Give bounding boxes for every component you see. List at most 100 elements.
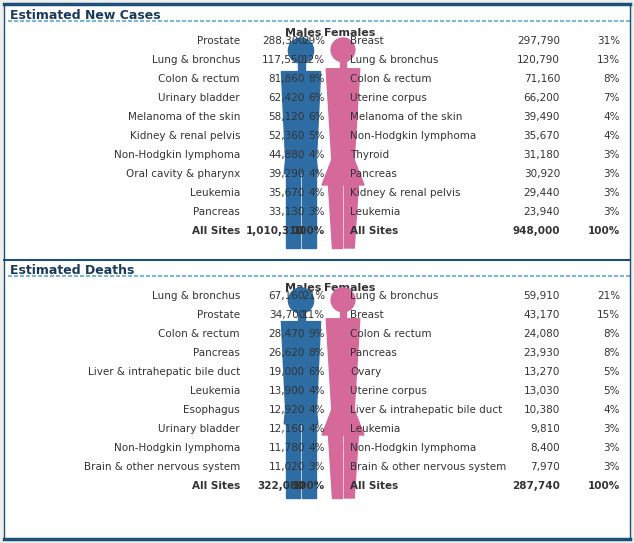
Text: 66,200: 66,200 bbox=[524, 93, 560, 103]
Text: Melanoma of the skin: Melanoma of the skin bbox=[127, 112, 240, 122]
Text: Lung & bronchus: Lung & bronchus bbox=[152, 291, 240, 301]
Text: 31,180: 31,180 bbox=[524, 150, 560, 160]
Text: Prostate: Prostate bbox=[197, 310, 240, 320]
Polygon shape bbox=[328, 185, 342, 248]
Text: 8%: 8% bbox=[604, 348, 620, 358]
Text: 100%: 100% bbox=[293, 226, 325, 236]
Text: 58,120: 58,120 bbox=[269, 112, 305, 122]
Text: Estimated New Cases: Estimated New Cases bbox=[10, 9, 160, 22]
Text: 3%: 3% bbox=[604, 207, 620, 217]
Text: 31%: 31% bbox=[597, 36, 620, 46]
Text: 11,020: 11,020 bbox=[269, 462, 305, 472]
Text: Lung & bronchus: Lung & bronchus bbox=[152, 55, 240, 65]
Text: 4%: 4% bbox=[309, 169, 325, 179]
Text: 5%: 5% bbox=[604, 386, 620, 396]
Text: 8%: 8% bbox=[309, 348, 325, 358]
Polygon shape bbox=[284, 410, 318, 424]
Text: 6%: 6% bbox=[309, 93, 325, 103]
Bar bbox=[302, 174, 316, 248]
Bar bbox=[285, 174, 300, 248]
Text: 4%: 4% bbox=[309, 443, 325, 453]
Text: 120,790: 120,790 bbox=[517, 55, 560, 65]
Text: 9%: 9% bbox=[309, 329, 325, 339]
Polygon shape bbox=[281, 72, 321, 160]
Text: 3%: 3% bbox=[604, 462, 620, 472]
Text: 59,910: 59,910 bbox=[524, 291, 560, 301]
Text: 4%: 4% bbox=[309, 386, 325, 396]
Text: 1,010,310: 1,010,310 bbox=[246, 226, 305, 236]
Text: 39,490: 39,490 bbox=[524, 112, 560, 122]
Text: Liver & intrahepatic bile duct: Liver & intrahepatic bile duct bbox=[87, 367, 240, 377]
Text: Thyroid: Thyroid bbox=[350, 150, 389, 160]
Text: 117,550: 117,550 bbox=[262, 55, 305, 65]
Text: Females: Females bbox=[325, 28, 376, 38]
Text: Kidney & renal pelvis: Kidney & renal pelvis bbox=[350, 188, 460, 198]
Bar bbox=[285, 424, 300, 498]
Text: Brain & other nervous system: Brain & other nervous system bbox=[84, 462, 240, 472]
Text: 297,790: 297,790 bbox=[517, 36, 560, 46]
Polygon shape bbox=[327, 319, 360, 410]
Text: 67,160: 67,160 bbox=[269, 291, 305, 301]
Text: Pancreas: Pancreas bbox=[350, 348, 397, 358]
Bar bbox=[297, 63, 304, 72]
Text: 29%: 29% bbox=[302, 36, 325, 46]
Text: 34,700: 34,700 bbox=[269, 310, 305, 320]
Text: Colon & rectum: Colon & rectum bbox=[158, 329, 240, 339]
Text: 3%: 3% bbox=[604, 443, 620, 453]
Text: 19,000: 19,000 bbox=[269, 367, 305, 377]
Text: 8%: 8% bbox=[604, 74, 620, 84]
Polygon shape bbox=[322, 410, 364, 435]
Text: 7%: 7% bbox=[604, 93, 620, 103]
Text: All Sites: All Sites bbox=[191, 226, 240, 236]
Text: Non-Hodgkin lymphoma: Non-Hodgkin lymphoma bbox=[113, 150, 240, 160]
Text: 3%: 3% bbox=[309, 462, 325, 472]
Text: 100%: 100% bbox=[588, 226, 620, 236]
Text: All Sites: All Sites bbox=[191, 481, 240, 491]
Polygon shape bbox=[281, 321, 321, 410]
Text: 28,470: 28,470 bbox=[269, 329, 305, 339]
Text: Breast: Breast bbox=[350, 310, 384, 320]
Text: Colon & rectum: Colon & rectum bbox=[158, 74, 240, 84]
Text: Lung & bronchus: Lung & bronchus bbox=[350, 291, 438, 301]
Text: 13,030: 13,030 bbox=[524, 386, 560, 396]
Text: Uterine corpus: Uterine corpus bbox=[350, 93, 427, 103]
Text: 322,080: 322,080 bbox=[257, 481, 305, 491]
Text: All Sites: All Sites bbox=[350, 226, 398, 236]
Text: 3%: 3% bbox=[309, 207, 325, 217]
Text: 6%: 6% bbox=[309, 367, 325, 377]
Text: 44,880: 44,880 bbox=[269, 150, 305, 160]
Polygon shape bbox=[284, 160, 318, 174]
Text: 23,930: 23,930 bbox=[524, 348, 560, 358]
Text: Kidney & renal pelvis: Kidney & renal pelvis bbox=[129, 131, 240, 141]
Text: Males: Males bbox=[285, 28, 321, 38]
Text: 12,920: 12,920 bbox=[269, 405, 305, 415]
Text: 7,970: 7,970 bbox=[530, 462, 560, 472]
Text: 43,170: 43,170 bbox=[524, 310, 560, 320]
Text: Brain & other nervous system: Brain & other nervous system bbox=[350, 462, 507, 472]
Text: Females: Females bbox=[325, 283, 376, 293]
Text: Urinary bladder: Urinary bladder bbox=[158, 424, 240, 434]
Text: Estimated Deaths: Estimated Deaths bbox=[10, 264, 134, 277]
Text: Lung & bronchus: Lung & bronchus bbox=[350, 55, 438, 65]
Bar bbox=[302, 424, 316, 498]
Text: 13,270: 13,270 bbox=[524, 367, 560, 377]
Text: 33,130: 33,130 bbox=[269, 207, 305, 217]
Text: 71,160: 71,160 bbox=[524, 74, 560, 84]
Text: Esophagus: Esophagus bbox=[183, 405, 240, 415]
Text: Melanoma of the skin: Melanoma of the skin bbox=[350, 112, 462, 122]
Text: 12,160: 12,160 bbox=[269, 424, 305, 434]
Text: 287,740: 287,740 bbox=[512, 481, 560, 491]
Text: 13%: 13% bbox=[597, 55, 620, 65]
Polygon shape bbox=[344, 185, 358, 248]
Polygon shape bbox=[322, 160, 364, 185]
Text: Leukemia: Leukemia bbox=[350, 424, 400, 434]
Text: Pancreas: Pancreas bbox=[193, 207, 240, 217]
Text: Non-Hodgkin lymphoma: Non-Hodgkin lymphoma bbox=[350, 131, 476, 141]
Text: 6%: 6% bbox=[309, 112, 325, 122]
Text: Urinary bladder: Urinary bladder bbox=[158, 93, 240, 103]
Text: 100%: 100% bbox=[588, 481, 620, 491]
Text: Ovary: Ovary bbox=[350, 367, 381, 377]
Text: 52,360: 52,360 bbox=[269, 131, 305, 141]
Text: 4%: 4% bbox=[604, 405, 620, 415]
Bar bbox=[297, 313, 304, 321]
